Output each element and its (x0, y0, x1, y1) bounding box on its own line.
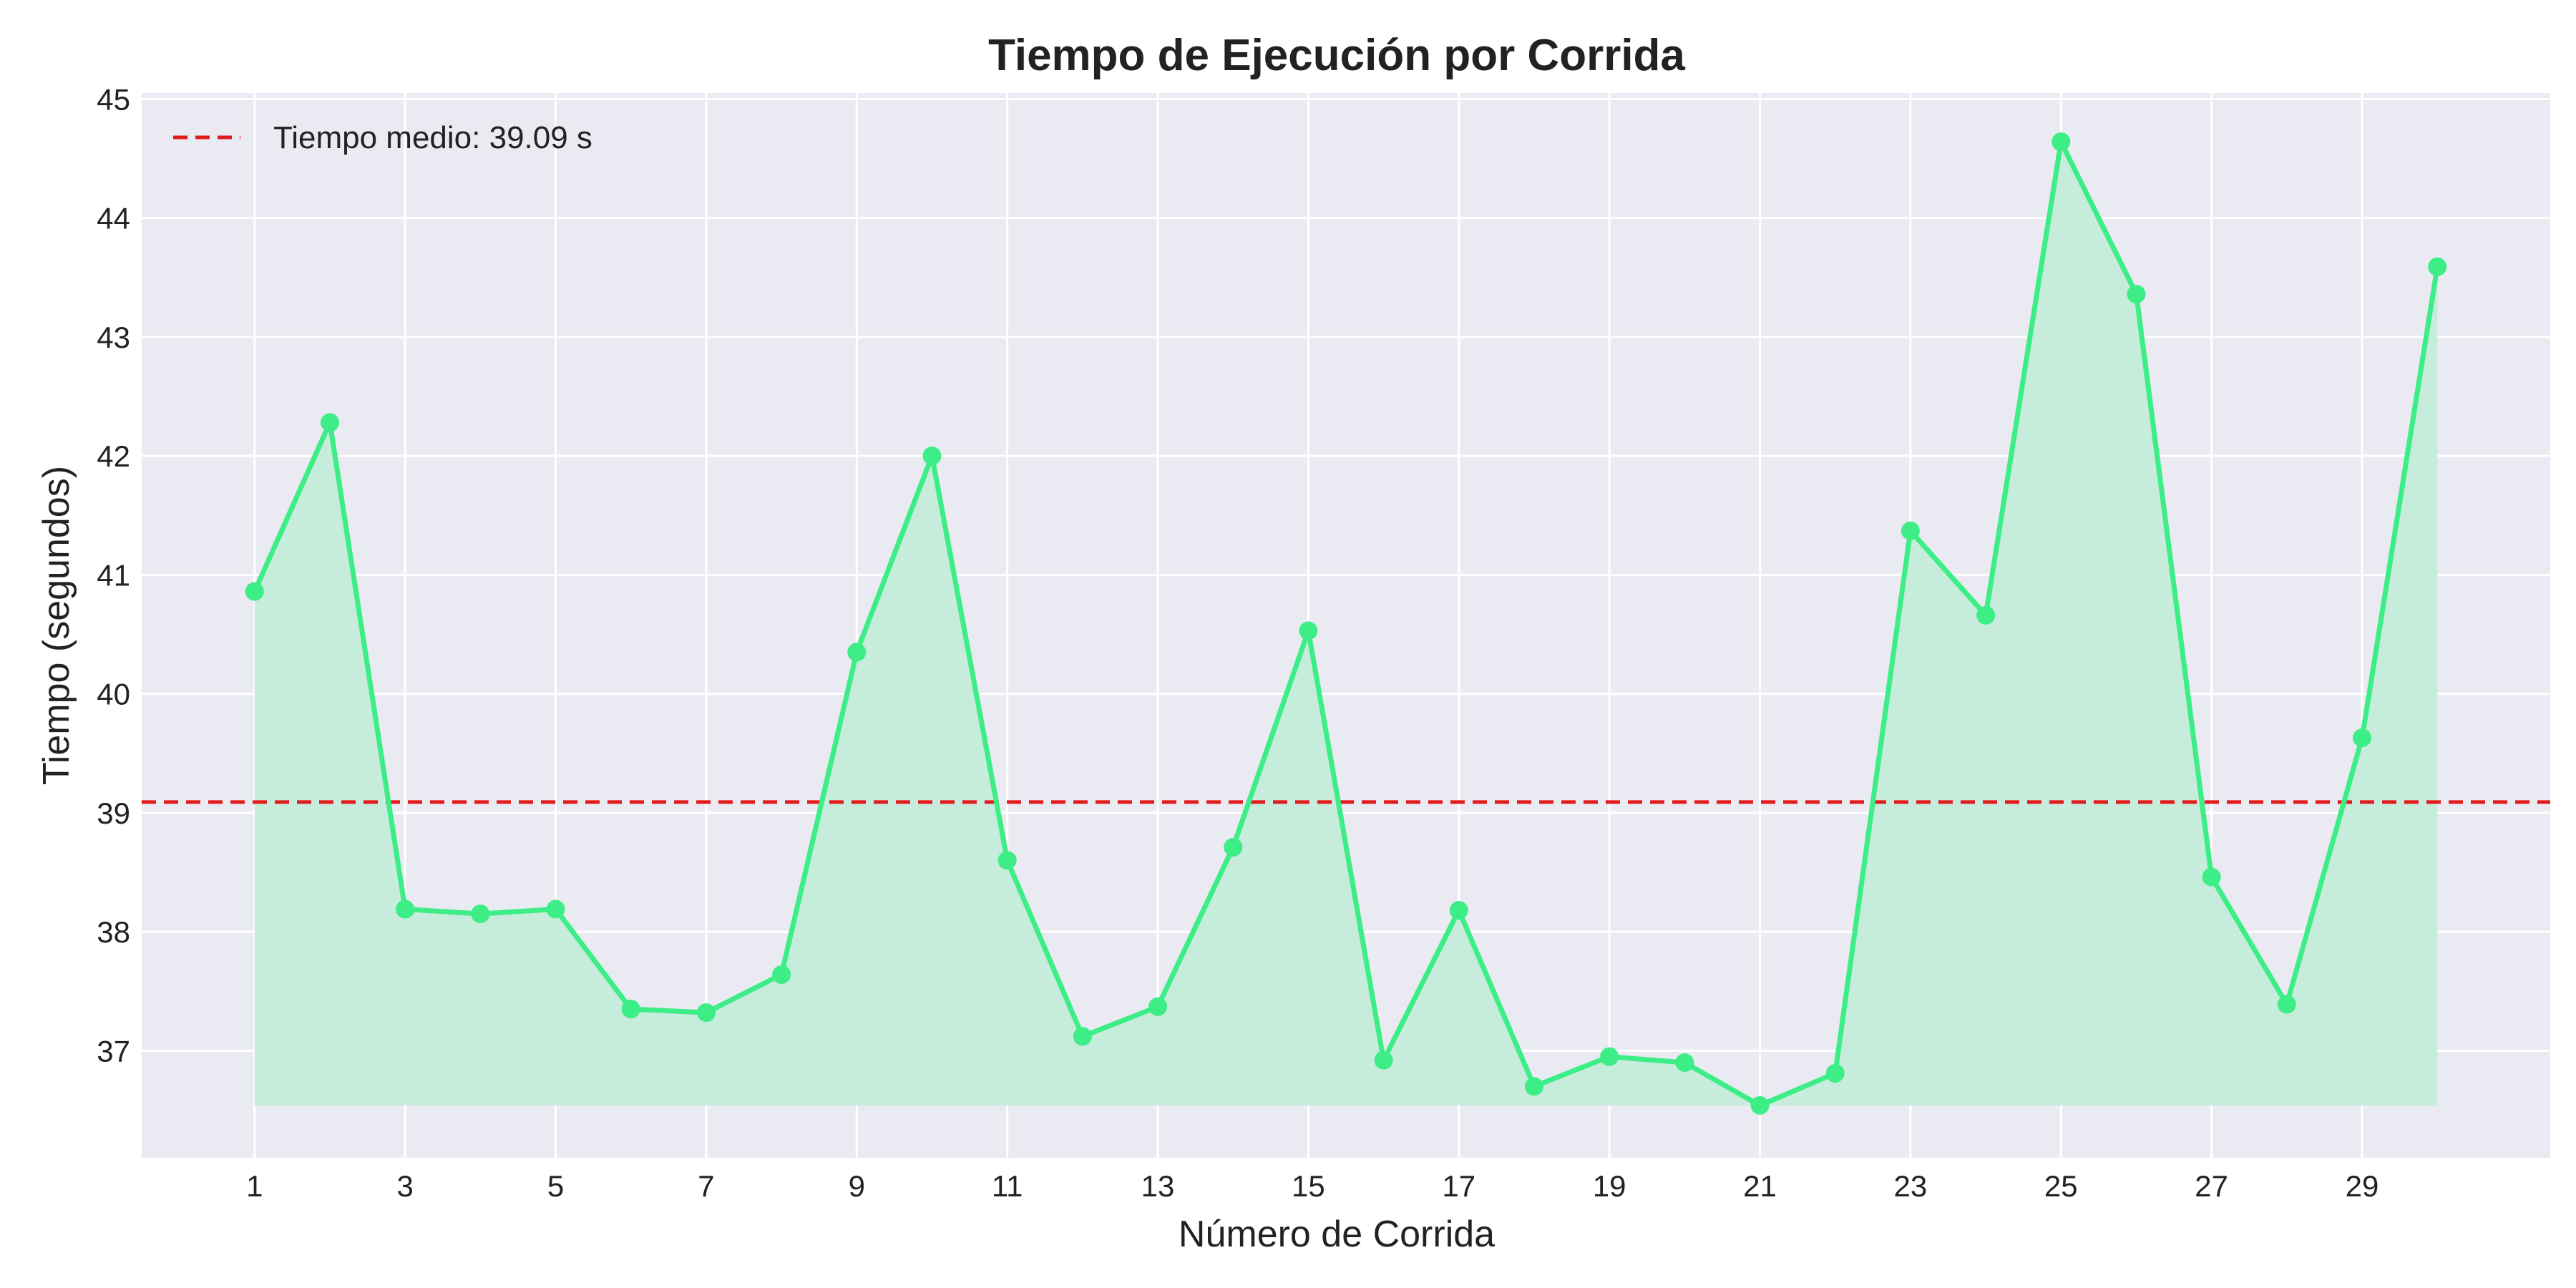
x-axis-ticks: 1 3 5 7 9 11 13 15 17 19 21 23 25 27 29 (246, 1169, 2379, 1203)
x-tick-label: 15 (1292, 1169, 1325, 1203)
data-point (1750, 1096, 1770, 1115)
x-tick-label: 21 (1743, 1169, 1777, 1203)
y-tick-label: 39 (97, 796, 130, 830)
x-tick-label: 13 (1141, 1169, 1175, 1203)
data-point (1299, 621, 1318, 640)
x-axis-label: Número de Corrida (1179, 1214, 1495, 1255)
x-tick-label: 3 (396, 1169, 413, 1203)
data-point (1524, 1077, 1543, 1096)
y-tick-label: 38 (97, 915, 130, 949)
x-tick-label: 9 (849, 1169, 865, 1203)
x-tick-label: 1 (246, 1169, 263, 1203)
data-points (245, 132, 2447, 1115)
data-point (696, 1003, 716, 1023)
y-tick-label: 41 (97, 558, 130, 592)
x-tick-label: 29 (2346, 1169, 2379, 1203)
data-point (2127, 284, 2146, 303)
data-point (922, 447, 942, 466)
y-axis-label: Tiempo (segundos) (36, 466, 77, 785)
data-point (997, 851, 1017, 870)
y-axis-ticks: 37 38 39 40 41 42 43 44 45 (97, 82, 130, 1068)
y-tick-label: 42 (97, 439, 130, 473)
x-tick-label: 7 (698, 1169, 714, 1203)
data-point (621, 1000, 640, 1019)
legend-mean-label: Tiempo medio: 39.09 s (273, 120, 592, 155)
data-point (396, 899, 415, 919)
series-line-layer (252, 139, 2440, 1108)
data-point (1600, 1047, 1619, 1066)
x-tick-label: 25 (2044, 1169, 2078, 1203)
x-tick-label: 17 (1442, 1169, 1475, 1203)
data-point (1374, 1050, 1393, 1070)
x-tick-label: 5 (547, 1169, 564, 1203)
data-point (2202, 867, 2221, 887)
legend: Tiempo medio: 39.09 s (173, 120, 592, 155)
y-tick-label: 45 (97, 82, 130, 116)
x-tick-label: 27 (2195, 1169, 2228, 1203)
data-point (1901, 521, 1920, 540)
y-tick-label: 43 (97, 321, 130, 354)
data-point (847, 643, 867, 662)
y-tick-label: 37 (97, 1034, 130, 1068)
y-tick-label: 44 (97, 202, 130, 235)
data-point (2353, 728, 2372, 748)
data-point (2277, 995, 2296, 1014)
x-tick-label: 11 (992, 1169, 1023, 1203)
data-point (245, 582, 264, 601)
area-fill-layer (254, 142, 2438, 1106)
data-point (1976, 605, 1996, 625)
data-point (471, 904, 490, 924)
chart-title: Tiempo de Ejecución por Corrida (988, 31, 1685, 80)
data-point (2051, 132, 2071, 152)
data-point (1224, 838, 1243, 857)
data-point (1148, 997, 1168, 1016)
data-point (1675, 1053, 1694, 1072)
data-point (772, 965, 791, 984)
data-point (1825, 1063, 1845, 1083)
data-point (546, 899, 565, 919)
data-point (1449, 901, 1468, 920)
data-point (1073, 1027, 1092, 1046)
x-tick-label: 23 (1894, 1169, 1928, 1203)
data-point (320, 413, 339, 432)
y-tick-label: 40 (97, 678, 130, 711)
area-fill (254, 142, 2438, 1106)
series-line (252, 139, 2440, 1108)
data-point (2428, 257, 2447, 276)
x-tick-label: 19 (1593, 1169, 1626, 1203)
